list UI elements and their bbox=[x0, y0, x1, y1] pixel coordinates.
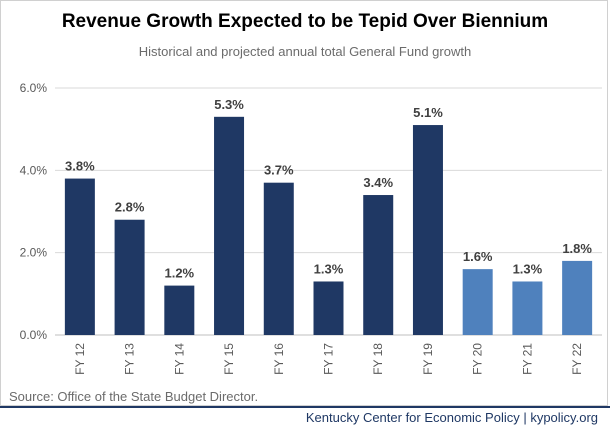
data-label: 1.8% bbox=[562, 241, 592, 256]
historical-bar bbox=[363, 195, 394, 335]
historical-bar bbox=[164, 285, 195, 335]
historical-bar bbox=[214, 116, 245, 335]
x-tick-label: FY 17 bbox=[322, 343, 336, 375]
chart-subtitle: Historical and projected annual total Ge… bbox=[138, 44, 472, 59]
x-tick-label: FY 21 bbox=[520, 343, 534, 375]
x-tick-label: FY 18 bbox=[371, 343, 385, 375]
data-label: 1.2% bbox=[164, 266, 194, 281]
footer-credit: Kentucky Center for Economic Policy | ky… bbox=[305, 410, 598, 425]
data-label: 3.4% bbox=[363, 175, 393, 190]
y-tick-label: 4.0% bbox=[20, 163, 48, 177]
data-label: 2.8% bbox=[115, 200, 145, 215]
chart-frame bbox=[0, 0, 608, 406]
data-label: 5.3% bbox=[214, 97, 244, 112]
y-tick-label: 6.0% bbox=[20, 81, 48, 95]
historical-bar bbox=[64, 178, 95, 335]
y-tick-label: 0.0% bbox=[20, 328, 48, 342]
x-tick-label: FY 12 bbox=[73, 343, 87, 375]
y-tick-label: 2.0% bbox=[20, 246, 48, 260]
projected-bar bbox=[512, 281, 543, 335]
historical-bar bbox=[114, 219, 145, 335]
x-tick-label: FY 20 bbox=[471, 343, 485, 375]
historical-bar bbox=[313, 281, 344, 335]
data-label: 1.3% bbox=[314, 261, 344, 276]
data-label: 5.1% bbox=[413, 105, 443, 120]
data-label: 3.7% bbox=[264, 163, 294, 178]
x-tick-label: FY 14 bbox=[172, 343, 186, 375]
projected-bar bbox=[562, 260, 593, 335]
x-tick-label: FY 19 bbox=[421, 343, 435, 375]
historical-bar bbox=[412, 125, 443, 335]
data-label: 1.3% bbox=[513, 261, 543, 276]
data-label: 1.6% bbox=[463, 249, 493, 264]
footer-divider bbox=[0, 406, 610, 408]
x-tick-label: FY 13 bbox=[123, 343, 137, 375]
historical-bar bbox=[263, 182, 294, 335]
projected-bar bbox=[462, 269, 493, 335]
data-label: 3.8% bbox=[65, 159, 95, 174]
chart-title: Revenue Growth Expected to be Tepid Over… bbox=[61, 11, 549, 32]
x-tick-label: FY 22 bbox=[570, 343, 584, 375]
x-tick-label: FY 16 bbox=[272, 343, 286, 375]
source-note: Source: Office of the State Budget Direc… bbox=[9, 389, 259, 404]
x-tick-label: FY 15 bbox=[222, 343, 236, 375]
